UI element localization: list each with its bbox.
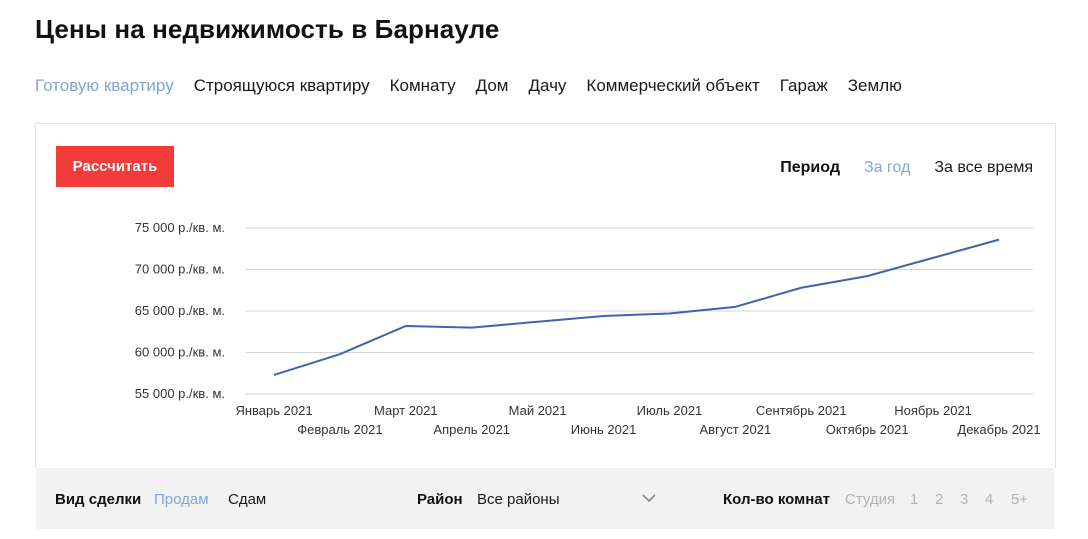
deal-type-rent[interactable]: Сдам	[228, 491, 267, 508]
y-tick-label: 60 000 р./кв. м.	[135, 345, 225, 360]
data-point[interactable]	[334, 348, 346, 360]
period-selector: Период За год За все время	[780, 159, 1033, 177]
calculate-button[interactable]: Рассчитать	[56, 146, 174, 187]
district-label: Район	[417, 491, 463, 508]
data-point[interactable]	[795, 282, 807, 294]
x-tick-label: Июль 2021	[637, 403, 703, 418]
data-point[interactable]	[400, 320, 412, 332]
tab-land[interactable]: Землю	[847, 76, 902, 95]
x-tick-label: Декабрь 2021	[957, 422, 1040, 437]
district-select[interactable]: Все районы	[477, 491, 560, 508]
data-point[interactable]	[598, 310, 610, 322]
filters-bar: Вид сделки Продам Сдам Район Все районы …	[36, 468, 1054, 529]
rooms-label: Кол-во комнат	[723, 491, 830, 508]
x-tick-label: Май 2021	[509, 403, 567, 418]
tab-room[interactable]: Комнату	[389, 76, 456, 95]
deal-type-sell[interactable]: Продам	[154, 491, 209, 508]
y-tick-label: 55 000 р./кв. м.	[135, 386, 225, 401]
tab-house[interactable]: Дом	[475, 76, 509, 95]
rooms-option-5plus[interactable]: 5+	[1011, 491, 1029, 508]
rooms-option-1[interactable]: 1	[910, 491, 919, 508]
tab-commercial[interactable]: Коммерческий объект	[586, 76, 760, 95]
data-point[interactable]	[993, 234, 1005, 246]
x-tick-label: Ноябрь 2021	[894, 403, 972, 418]
property-type-tabs: Готовую квартиру Строящуюся квартиру Ком…	[35, 76, 902, 96]
x-tick-label: Сентябрь 2021	[756, 403, 847, 418]
data-point[interactable]	[729, 301, 741, 313]
rooms-option-2[interactable]: 2	[935, 491, 944, 508]
period-label: Период	[780, 159, 840, 176]
y-tick-label: 70 000 р./кв. м.	[135, 262, 225, 277]
x-tick-label: Август 2021	[700, 422, 772, 437]
y-tick-label: 65 000 р./кв. м.	[135, 303, 225, 318]
x-tick-label: Март 2021	[374, 403, 438, 418]
data-point[interactable]	[861, 270, 873, 282]
x-tick-label: Февраль 2021	[297, 422, 382, 437]
deal-type-label: Вид сделки	[55, 491, 142, 508]
y-tick-label: 75 000 р./кв. м.	[135, 220, 225, 235]
price-line-chart: 55 000 р./кв. м. 60 000 р./кв. м. 65 000 р…	[135, 220, 1041, 437]
chart-panel	[35, 123, 1056, 468]
x-tick-label: Июнь 2021	[571, 422, 637, 437]
rooms-option-4[interactable]: 4	[985, 491, 994, 508]
data-point[interactable]	[466, 322, 478, 334]
rooms-option-3[interactable]: 3	[960, 491, 969, 508]
data-point[interactable]	[268, 369, 280, 381]
x-tick-label: Апрель 2021	[433, 422, 510, 437]
tab-garage[interactable]: Гараж	[779, 76, 828, 95]
x-tick-label: Октябрь 2021	[826, 422, 909, 437]
data-point[interactable]	[663, 307, 675, 319]
series-line-0	[273, 238, 1000, 376]
rooms-option-studio[interactable]: Студия	[845, 491, 896, 508]
tab-new-building[interactable]: Строящуюся квартиру	[193, 76, 370, 95]
page-title: Цены на недвижимость в Барнауле	[35, 14, 500, 44]
data-point[interactable]	[532, 316, 544, 328]
tab-dacha[interactable]: Дачу	[528, 76, 567, 95]
data-point[interactable]	[927, 252, 939, 264]
tab-ready-apartment[interactable]: Готовую квартиру	[35, 76, 174, 95]
x-tick-label: Январь 2021	[235, 403, 312, 418]
period-option-year[interactable]: За год	[863, 159, 911, 176]
chevron-down-icon[interactable]	[641, 490, 657, 506]
period-option-all-time[interactable]: За все время	[934, 159, 1033, 176]
